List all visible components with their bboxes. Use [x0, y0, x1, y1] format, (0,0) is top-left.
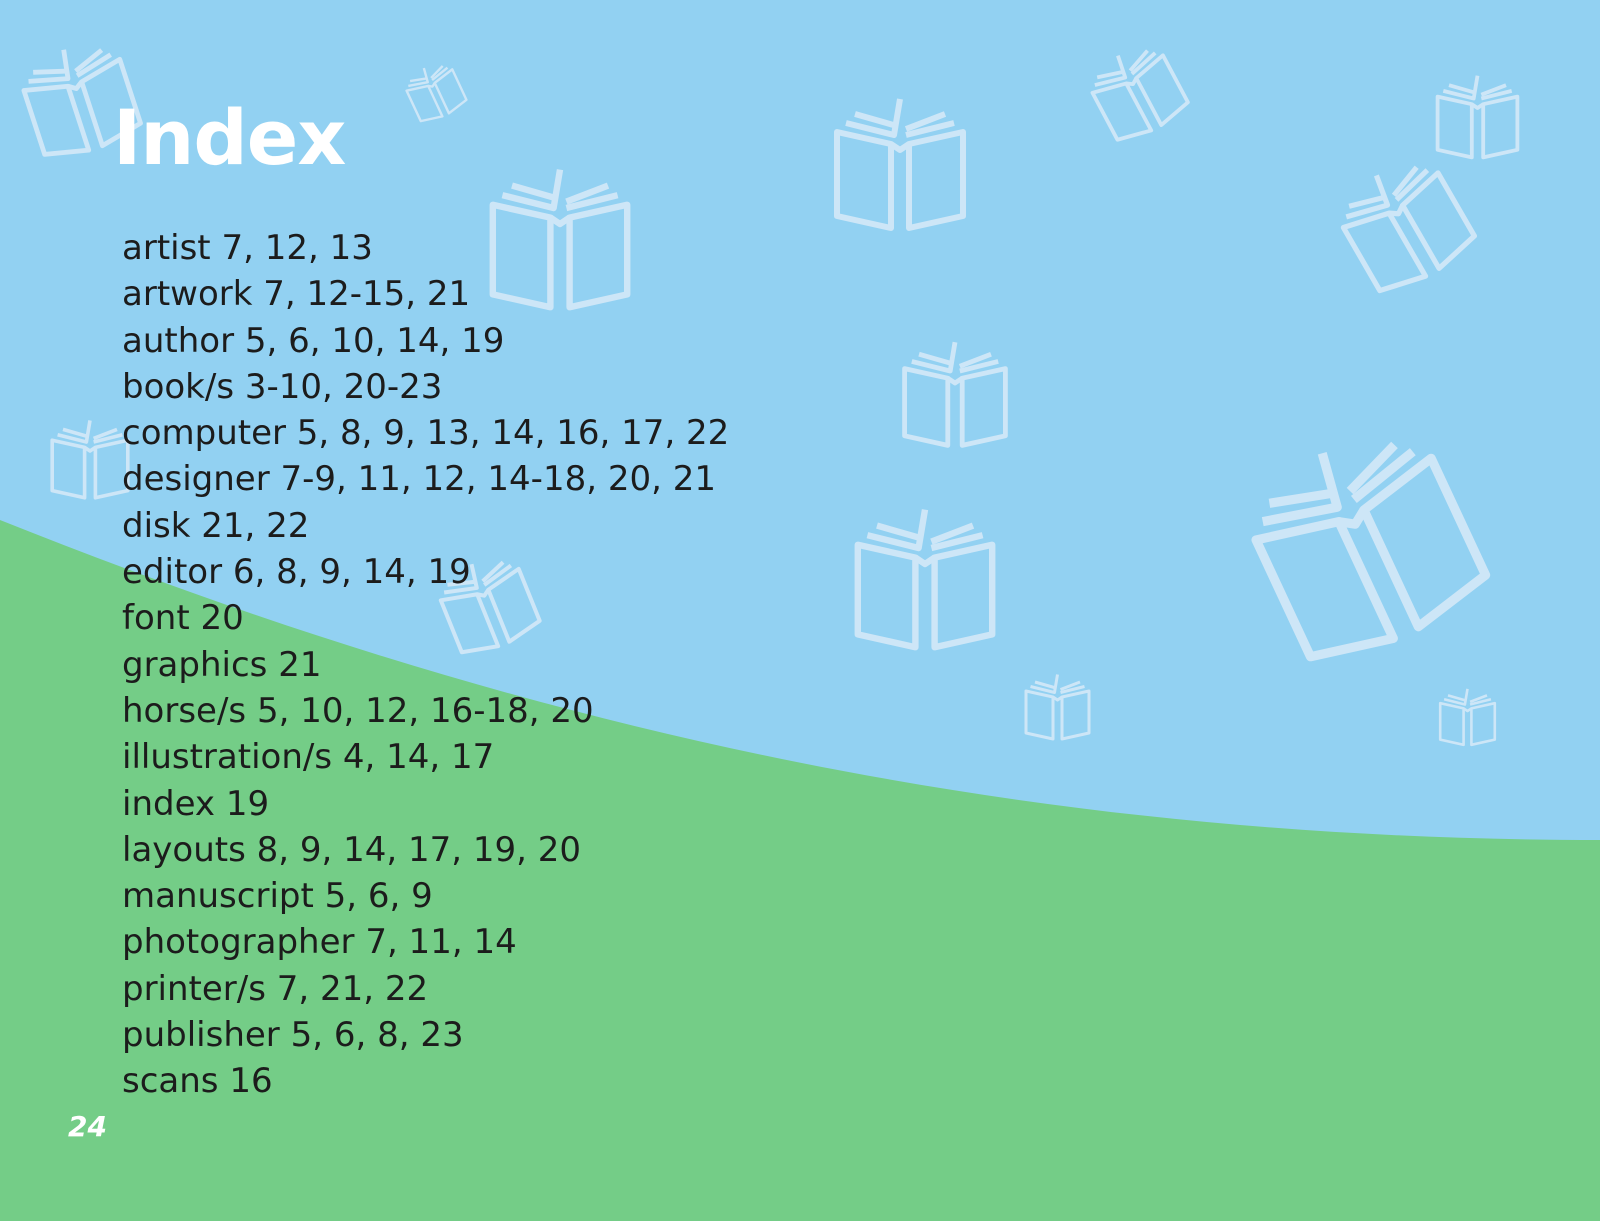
index-term: artwork [122, 274, 253, 315]
index-pages: 5, 6, 10, 14, 19 [244, 320, 505, 361]
index-entry: printer/s 7, 21, 22 [122, 966, 729, 1012]
index-entry: publisher 5, 6, 8, 23 [122, 1012, 729, 1058]
index-pages: 4, 14, 17 [342, 737, 495, 778]
index-entry: illustration/s 4, 14, 17 [122, 734, 729, 780]
index-pages: 3-10, 20-23 [244, 366, 443, 407]
index-term: disk [122, 505, 191, 546]
open-book-icon [1024, 674, 1091, 741]
index-entry: artwork 7, 12-15, 21 [122, 271, 729, 317]
index-pages: 7, 21, 22 [276, 968, 429, 1009]
index-pages: 7, 12, 13 [221, 228, 373, 268]
open-book-icon [1438, 688, 1497, 747]
index-pages: 21, 22 [201, 505, 310, 546]
index-term: horse/s [122, 690, 247, 731]
open-book-icon [902, 341, 1008, 448]
index-term: designer [122, 459, 270, 500]
index-pages: 7, 12-15, 21 [263, 274, 471, 315]
index-term: editor [122, 552, 223, 593]
index-pages: 7, 11, 14 [365, 922, 517, 963]
index-term: printer/s [122, 968, 266, 1009]
index-entry: manuscript 5, 6, 9 [122, 873, 729, 919]
index-term: font [122, 598, 190, 639]
open-book-icon [1090, 49, 1190, 142]
open-book-icon [405, 65, 468, 123]
index-list: artist 7, 12, 13 artwork 7, 12-15, 21 auth… [122, 225, 729, 1105]
index-pages: 5, 6, 9 [324, 876, 433, 917]
open-book-icon [438, 560, 542, 655]
index-entry: index 19 [122, 781, 729, 827]
index-entry: designer 7-9, 11, 12, 14-18, 20, 21 [122, 456, 729, 502]
index-pages: 5, 10, 12, 16-18, 20 [256, 690, 594, 731]
index-term: computer [122, 413, 286, 454]
index-pages: 19 [225, 783, 270, 824]
index-entry: book/s 3-10, 20-23 [122, 364, 729, 410]
open-book-icon [21, 48, 143, 157]
index-entry: artist 7, 12, 13 [122, 225, 729, 271]
index-term: artist [122, 228, 211, 268]
index-entry: editor 6, 8, 9, 14, 19 [122, 549, 729, 595]
index-entry: scans 16 [122, 1058, 729, 1104]
open-book-icon [834, 98, 966, 231]
index-entry: author 5, 6, 10, 14, 19 [122, 318, 729, 364]
index-entry: disk 21, 22 [122, 503, 729, 549]
index-entry: computer 5, 8, 9, 13, 14, 16, 17, 22 [122, 410, 729, 456]
index-term: author [122, 320, 235, 361]
page-title: Index [113, 93, 346, 182]
index-entry: font 20 [122, 595, 729, 641]
open-book-icon [489, 169, 631, 311]
open-book-icon [1435, 75, 1520, 160]
index-pages: 6, 8, 9, 14, 19 [232, 552, 471, 593]
index-pages: 16 [229, 1061, 273, 1102]
index-term: scans [122, 1061, 219, 1102]
index-term: index [122, 783, 216, 824]
index-term: photographer [122, 922, 355, 963]
index-term: publisher [122, 1015, 280, 1056]
index-term: book/s [122, 366, 235, 407]
grass-hill [0, 520, 1600, 1221]
index-term: layouts [122, 829, 246, 870]
index-entry: photographer 7, 11, 14 [122, 919, 729, 965]
open-book-icon [50, 420, 130, 500]
index-pages: 20 [200, 598, 244, 639]
index-pages: 8, 9, 14, 17, 19, 20 [256, 829, 582, 870]
index-entry: horse/s 5, 10, 12, 16-18, 20 [122, 688, 729, 734]
index-pages: 21 [278, 644, 322, 685]
open-book-icon [1340, 165, 1477, 294]
index-term: manuscript [122, 876, 314, 917]
index-term: illustration/s [122, 737, 333, 778]
index-entry: layouts 8, 9, 14, 17, 19, 20 [122, 827, 729, 873]
page-number: 24 [68, 1110, 107, 1143]
index-pages: 5, 6, 8, 23 [290, 1015, 464, 1056]
index-pages: 5, 8, 9, 13, 14, 16, 17, 22 [296, 413, 730, 454]
index-pages: 7-9, 11, 12, 14-18, 20, 21 [280, 459, 716, 500]
open-book-icon [1251, 441, 1491, 662]
open-book-icon [854, 509, 996, 651]
index-entry: graphics 21 [122, 642, 729, 688]
index-term: graphics [122, 644, 268, 685]
